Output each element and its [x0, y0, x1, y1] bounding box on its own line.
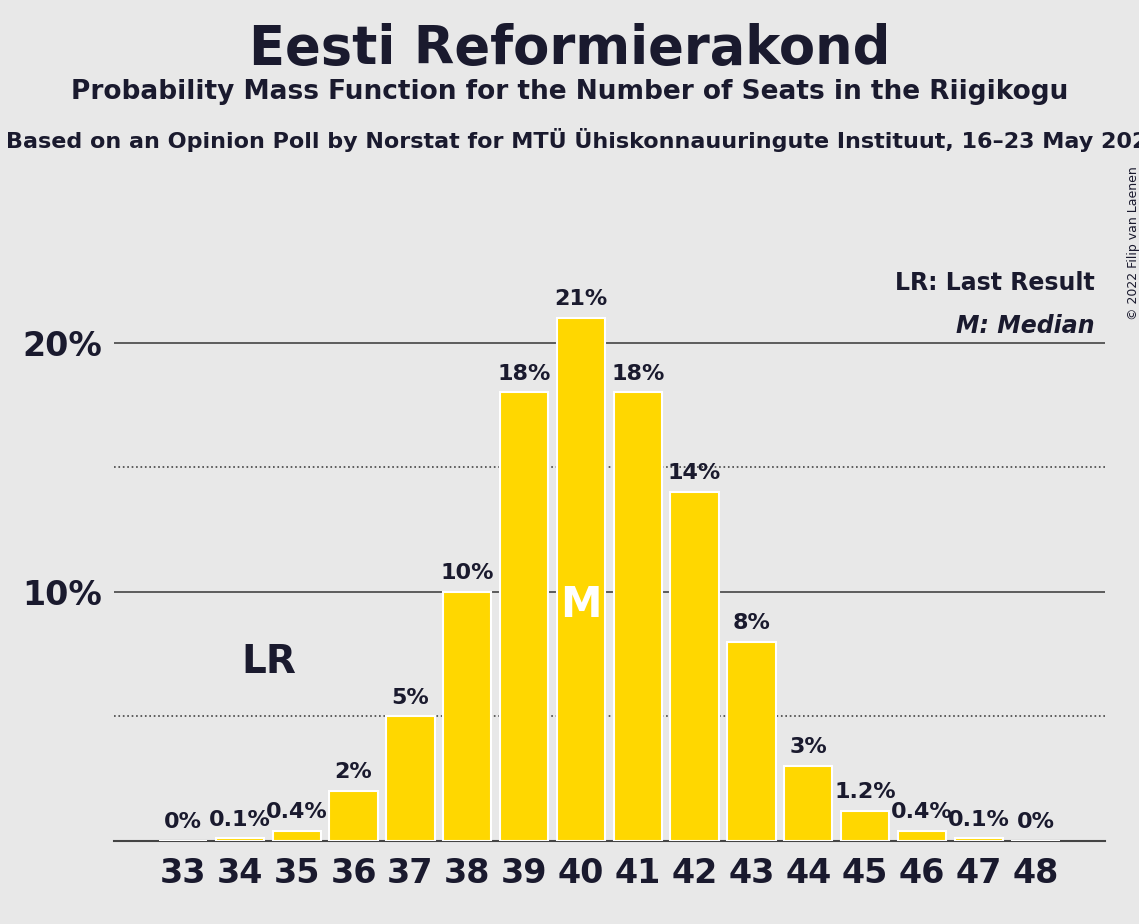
Text: LR: Last Result: LR: Last Result	[895, 271, 1095, 295]
Bar	[784, 766, 833, 841]
Bar	[954, 838, 1003, 841]
Text: 2%: 2%	[335, 762, 372, 783]
Bar	[671, 492, 719, 841]
Text: M: Median: M: Median	[957, 314, 1095, 338]
Text: 0%: 0%	[164, 812, 202, 833]
Text: 1.2%: 1.2%	[834, 783, 896, 802]
Text: 0.1%: 0.1%	[948, 809, 1010, 830]
Text: 8%: 8%	[732, 613, 770, 633]
Text: 21%: 21%	[555, 289, 607, 309]
Text: 14%: 14%	[667, 464, 721, 483]
Text: M: M	[560, 585, 601, 626]
Text: 5%: 5%	[392, 687, 429, 708]
Text: 3%: 3%	[789, 737, 827, 758]
Bar	[728, 641, 776, 841]
Text: Based on an Opinion Poll by Norstat for MTÜ Ühiskonnauuringute Instituut, 16–23 : Based on an Opinion Poll by Norstat for …	[6, 128, 1139, 152]
Text: LR: LR	[241, 642, 296, 680]
Bar	[443, 591, 491, 841]
Bar	[329, 791, 378, 841]
Text: 0.1%: 0.1%	[208, 809, 271, 830]
Text: 18%: 18%	[498, 364, 551, 383]
Bar	[898, 831, 947, 841]
Text: 18%: 18%	[612, 364, 664, 383]
Text: Eesti Reformierakond: Eesti Reformierakond	[248, 23, 891, 75]
Text: 10%: 10%	[441, 563, 494, 583]
Bar	[500, 393, 548, 841]
Bar	[386, 716, 435, 841]
Bar	[557, 318, 605, 841]
Text: © 2022 Filip van Laenen: © 2022 Filip van Laenen	[1126, 166, 1139, 320]
Text: 0.4%: 0.4%	[265, 802, 328, 822]
Bar	[215, 838, 264, 841]
Bar	[272, 831, 321, 841]
Text: Probability Mass Function for the Number of Seats in the Riigikogu: Probability Mass Function for the Number…	[71, 79, 1068, 104]
Bar	[841, 811, 890, 841]
Text: 0%: 0%	[1017, 812, 1055, 833]
Bar	[614, 393, 662, 841]
Text: 0.4%: 0.4%	[891, 802, 953, 822]
